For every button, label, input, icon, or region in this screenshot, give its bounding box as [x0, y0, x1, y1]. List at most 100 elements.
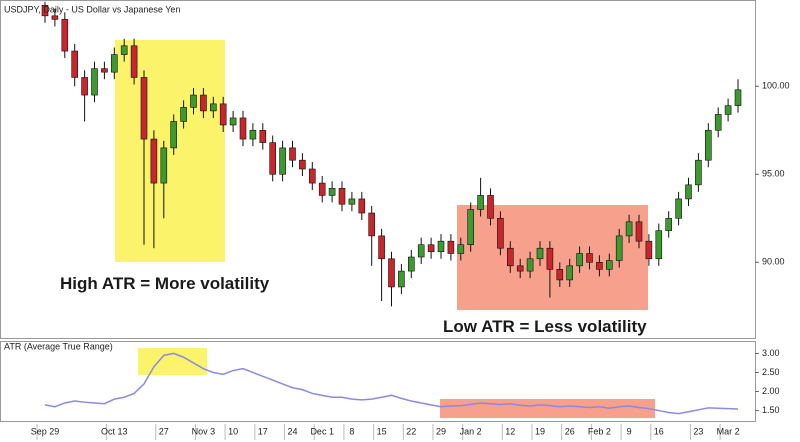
candle-body	[526, 258, 534, 272]
candle-body	[318, 182, 326, 196]
candle-body	[487, 195, 494, 219]
candle-body	[724, 105, 732, 115]
x-tick-label: 12	[505, 426, 515, 436]
chart-title: USDJPY, Daily - US Dollar vs Japanese Ye…	[4, 4, 180, 14]
candle-body	[308, 168, 316, 184]
x-tick-label: 22	[406, 426, 416, 436]
atr-line	[44, 352, 739, 415]
candle-body	[338, 188, 346, 205]
candle-body	[497, 217, 504, 249]
x-tick-label: 15	[377, 426, 387, 436]
candle-body	[685, 184, 692, 200]
candle-body	[61, 19, 69, 52]
candle-body	[645, 240, 653, 260]
x-tick-label: Dec 1	[310, 426, 334, 436]
candle-body	[506, 247, 514, 267]
candle-body	[348, 198, 356, 205]
candle-body	[210, 103, 217, 112]
y-tick-label: 95.00	[762, 169, 785, 179]
candle-body	[447, 240, 455, 254]
x-tick-label: 10	[228, 426, 238, 436]
candle-body	[596, 262, 603, 270]
x-tick-label: 24	[287, 426, 297, 436]
y-tick-label: 3.00	[762, 348, 780, 358]
atr-title: ATR (Average True Range)	[4, 341, 113, 351]
candle-body	[239, 117, 247, 140]
high-atr-zone	[138, 348, 207, 375]
candle-body	[655, 230, 663, 260]
candle-body	[41, 4, 49, 17]
candle-body	[605, 260, 613, 270]
candle-body	[200, 94, 207, 112]
candle-body	[378, 235, 385, 260]
candle-body	[219, 103, 227, 126]
candle-body	[427, 244, 435, 253]
x-tick-label: 17	[258, 426, 268, 436]
candle-body	[407, 256, 415, 272]
candle-body	[714, 114, 722, 131]
candle-body	[586, 253, 593, 263]
candle-body	[457, 244, 465, 254]
candle-body	[81, 77, 88, 96]
low-atr-zone	[440, 399, 655, 418]
x-tick-label: 8	[349, 426, 354, 436]
candle-body	[101, 68, 108, 73]
x-tick-label: 16	[654, 426, 664, 436]
candle-body	[229, 117, 237, 126]
candle-body	[150, 138, 158, 184]
candle-body	[140, 77, 148, 140]
x-tick-label: Sep 29	[31, 426, 60, 436]
x-tick-label: 26	[565, 426, 575, 436]
candle-body	[71, 50, 78, 78]
candle-body	[566, 265, 574, 281]
x-tick-label: Nov 3	[192, 426, 216, 436]
candle-body	[180, 107, 187, 122]
candle-body	[279, 147, 286, 175]
y-tick-label: 90.00	[762, 257, 785, 267]
candle-body	[259, 129, 267, 143]
x-tick-label: 29	[436, 426, 446, 436]
x-tick-label: 23	[693, 426, 703, 436]
x-tick-label: Oct 13	[101, 426, 128, 436]
y-tick-label: 1.50	[762, 405, 780, 415]
candle-body	[615, 235, 623, 261]
candle-body	[665, 217, 673, 231]
annotation: Low ATR = Less volatility	[443, 317, 647, 336]
candle-body	[704, 129, 712, 161]
candle-body	[467, 209, 475, 245]
candle-body	[111, 54, 118, 73]
candle-body	[91, 68, 98, 96]
candle-body	[358, 198, 366, 214]
candle-body	[546, 247, 554, 270]
x-tick-label: 27	[159, 426, 169, 436]
candle-body	[190, 94, 197, 108]
candle-body	[635, 221, 643, 242]
candle-body	[536, 247, 544, 260]
candle-body	[516, 265, 524, 272]
candle-body	[249, 129, 257, 140]
candle-body	[51, 15, 59, 20]
candle-body	[269, 142, 277, 175]
x-tick-label: 9	[627, 426, 632, 436]
x-tick-label: Feb 2	[588, 426, 611, 436]
candle-body	[734, 89, 742, 106]
x-tick-label: Mar 2	[717, 426, 740, 436]
candle-body	[477, 195, 484, 210]
candle-body	[625, 221, 633, 237]
x-tick-label: 19	[535, 426, 545, 436]
candle-body	[160, 147, 168, 184]
candle-body	[388, 258, 395, 288]
y-tick-label: 2.50	[762, 367, 780, 377]
candle-body	[398, 270, 405, 288]
y-tick-label: 2.00	[762, 386, 780, 396]
candle-body	[130, 45, 138, 78]
candle-body	[120, 45, 128, 55]
candle-body	[695, 159, 702, 186]
candle-body	[299, 159, 306, 170]
candle-body	[289, 147, 296, 161]
x-tick-label: Jan 2	[460, 426, 482, 436]
candle-body	[437, 240, 445, 253]
candle-body	[556, 269, 564, 281]
candle-body	[170, 121, 177, 149]
